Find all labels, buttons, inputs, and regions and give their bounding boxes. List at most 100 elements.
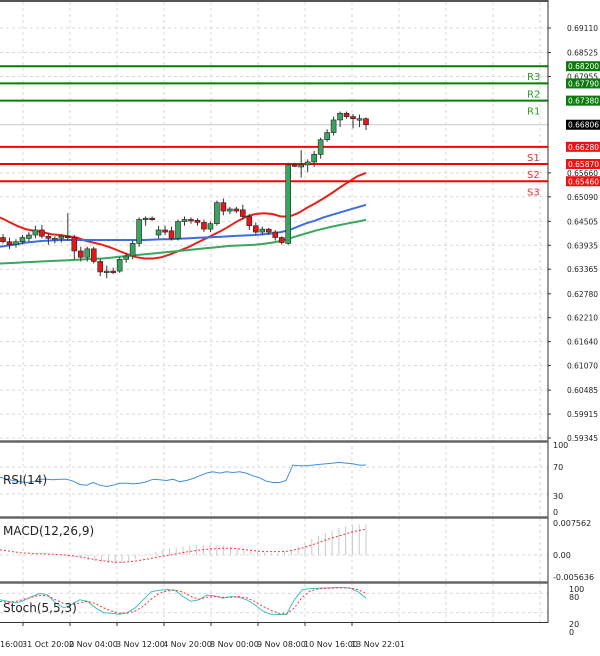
level-price-badge: [566, 176, 600, 187]
bear-candle: [278, 237, 285, 243]
macd-label: MACD(12,26,9): [3, 524, 94, 538]
price-label: 0.60485: [567, 386, 598, 395]
price-label: 0.59345: [567, 434, 598, 443]
price-label: 0.65660: [567, 169, 598, 178]
bear-candle: [97, 261, 104, 273]
moving-average-line: [0, 218, 367, 265]
macd-signal-line: [0, 528, 367, 563]
price-label: 0.61640: [567, 338, 598, 347]
bear-candle: [188, 219, 194, 222]
bull-candle: [19, 237, 26, 243]
bull-candle: [330, 119, 337, 133]
panel-frames: [0, 0, 549, 626]
bear-candle: [265, 228, 272, 233]
bull-candle: [155, 229, 162, 236]
rsi-polyline: [0, 461, 366, 488]
rsi-tick-30: 30: [553, 492, 563, 501]
stoch-lines: [0, 587, 367, 615]
bull-candle: [142, 217, 149, 221]
macd-signal-polyline: [0, 528, 367, 563]
bear-candle: [291, 164, 298, 167]
level-price-text: 0.67380: [568, 97, 599, 106]
stoch-tick-80: 80: [569, 593, 579, 602]
price-label: 0.67955: [567, 72, 598, 81]
time-label: 2 Nov 04:00: [69, 640, 118, 649]
level-price-text: 0.66280: [568, 143, 599, 152]
bull-candle: [317, 139, 324, 155]
bear-candle: [220, 202, 227, 212]
bull-candle: [337, 112, 343, 121]
price-panel[interactable]: R3 R2 R1 S1 S2 S3: [0, 65, 548, 279]
rsi-tick-70: 70: [553, 463, 563, 472]
level-price-text: 0.65460: [568, 177, 599, 186]
bear-candle: [39, 229, 45, 237]
bear-candle: [71, 237, 78, 252]
bull-candle: [52, 238, 58, 241]
time-label: 9 Nov 08:00: [257, 640, 306, 649]
macd-histogram: [74, 524, 367, 564]
bull-candle: [324, 132, 330, 140]
level-label-s2: S2: [527, 170, 540, 181]
bear-candle: [253, 225, 259, 233]
bear-candle: [168, 230, 175, 239]
bear-candle: [149, 217, 155, 221]
bear-candle: [90, 248, 97, 262]
bear-candle: [77, 250, 84, 258]
price-axis[interactable]: 0.69110 0.68525 0.67955 0.65660 0.65090 0.645…: [548, 24, 600, 443]
bull-candle: [26, 234, 32, 239]
bull-candle: [311, 154, 317, 163]
bear-candle: [45, 235, 52, 239]
bear-candle: [350, 116, 356, 119]
time-label: 16:00: [0, 640, 23, 649]
level-label-s3: S3: [527, 187, 540, 198]
level-price-badge: [566, 159, 600, 170]
time-label: 10 Nov 16:00: [304, 640, 358, 649]
level-price-text: 0.68200: [568, 62, 599, 71]
bear-candle: [246, 216, 253, 227]
bull-candle: [227, 208, 233, 212]
bull-candle: [356, 118, 363, 121]
pivot-levels: R3 R2 R1 S1 S2 S3: [0, 65, 548, 198]
bear-candle: [363, 118, 369, 126]
bull-candle: [181, 219, 188, 222]
macd-tick-zero: 0.00: [553, 551, 571, 560]
price-label: 0.62210: [567, 314, 598, 323]
price-label: 0.65090: [567, 193, 598, 202]
bull-candle: [58, 235, 65, 239]
level-price-badge: [566, 95, 600, 106]
bull-candle: [129, 243, 136, 257]
level-price-badge: [566, 61, 600, 72]
level-price-text: 0.65870: [568, 160, 599, 169]
time-axis[interactable]: 16:00 31 Oct 20:00 2 Nov 04:00 3 Nov 12:…: [0, 640, 405, 649]
price-label: 0.59915: [567, 410, 598, 419]
level-price-badge: [566, 78, 600, 89]
candlesticks: [0, 111, 369, 279]
bear-candle: [272, 231, 279, 238]
level-label-r2: R2: [527, 89, 540, 100]
current-price-badge: [566, 119, 600, 130]
rsi-panel[interactable]: RSI(14): [0, 461, 366, 488]
macd-panel[interactable]: MACD(12,26,9): [0, 524, 367, 564]
time-label: 31 Oct 20:00: [22, 640, 74, 649]
level-price-badge: [566, 141, 600, 152]
bull-candle: [116, 259, 123, 272]
bear-candle: [6, 241, 13, 245]
bear-candle: [233, 208, 240, 212]
bull-candle: [207, 223, 214, 230]
price-label: 0.63935: [567, 241, 598, 250]
bear-candle: [0, 237, 6, 243]
price-label: 0.68525: [567, 49, 598, 58]
stoch-panel[interactable]: Stoch(5,5,3): [0, 587, 367, 615]
moving-averages: [0, 171, 367, 265]
bear-candle: [65, 235, 71, 239]
stoch-k-line: [0, 587, 367, 615]
macd-tick-min: -0.005636: [553, 573, 594, 582]
bull-candle: [103, 270, 110, 273]
level-price-text: 0.67790: [568, 79, 599, 88]
bear-candle: [240, 209, 246, 217]
bear-candle: [162, 229, 168, 233]
time-label: 8 Nov 00:00: [210, 640, 259, 649]
bull-candle: [285, 164, 292, 244]
